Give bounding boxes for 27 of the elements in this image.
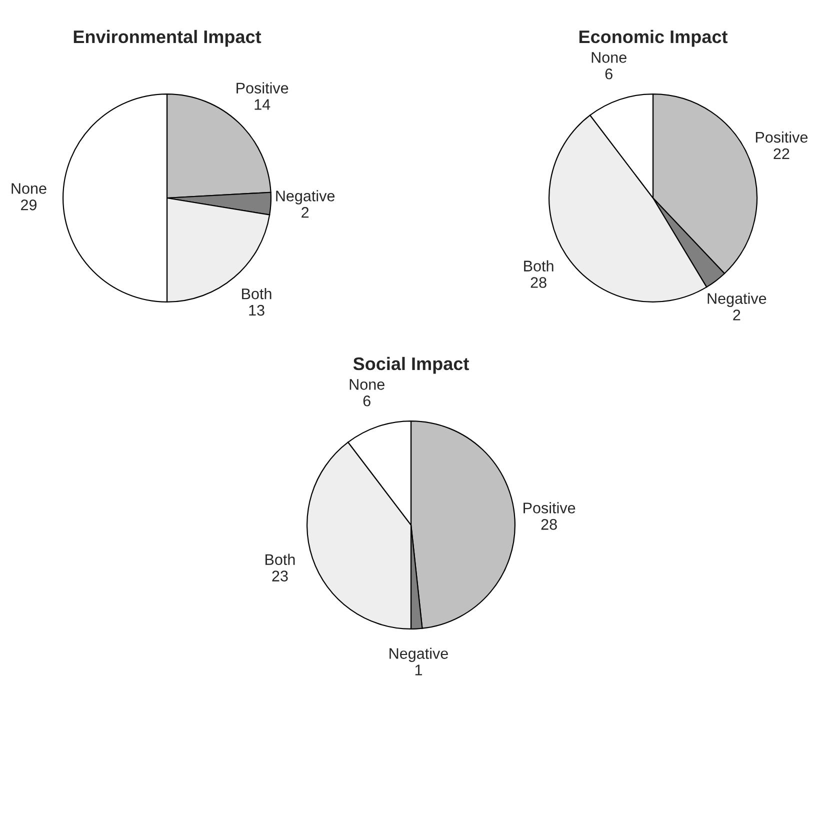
data-label: 28: [541, 519, 557, 530]
chart-title: Environmental Impact: [74, 30, 262, 47]
chart-title: Social Impact: [353, 356, 469, 374]
data-label: 2: [302, 206, 309, 218]
data-label: 22: [774, 148, 790, 159]
slice-label: Positive: [236, 82, 288, 94]
slice-label: Both: [524, 260, 554, 272]
data-label: 23: [272, 570, 288, 582]
slice-label: None: [350, 379, 384, 390]
slice-label: Positive: [756, 131, 808, 143]
slice-label: None: [592, 52, 626, 63]
slice-label: Both: [266, 554, 295, 566]
slice-label: Negative: [390, 648, 448, 662]
slice-label: Both: [242, 288, 272, 300]
data-label: 6: [363, 395, 370, 406]
slice-label: Negative: [276, 190, 335, 204]
data-label: 1: [415, 664, 422, 676]
slice-label: Positive: [524, 502, 576, 514]
data-label: 2: [733, 310, 740, 320]
slice-label: None: [12, 183, 46, 194]
chart-title: Economic Impact: [579, 30, 728, 47]
data-label: 29: [21, 200, 37, 210]
data-label: 13: [249, 304, 264, 316]
data-label: 28: [530, 277, 546, 288]
data-label: 14: [254, 99, 270, 110]
slice-label: Negative: [708, 292, 766, 307]
data-label: 6: [605, 68, 612, 80]
